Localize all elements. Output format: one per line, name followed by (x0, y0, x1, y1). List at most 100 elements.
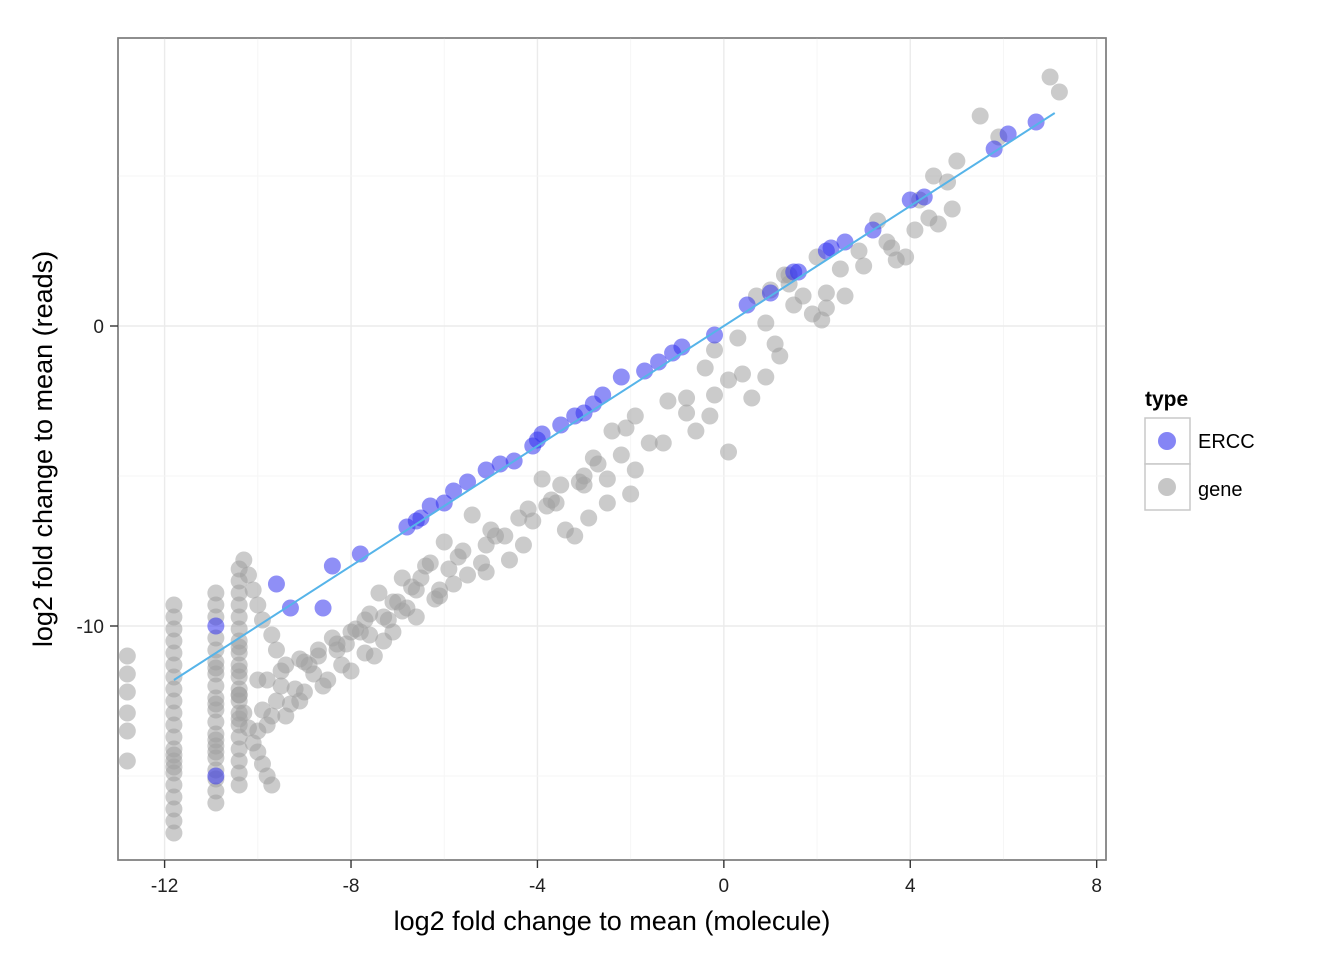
ercc-point (323, 557, 341, 575)
gene-point (757, 314, 775, 332)
gene-point (431, 587, 449, 605)
legend-marker-ercc (1158, 432, 1176, 450)
x-tick-label: -8 (343, 876, 360, 897)
gene-point (267, 692, 285, 710)
gene-point (267, 641, 285, 659)
gene-point (407, 608, 425, 626)
gene-point (323, 629, 341, 647)
gene-point (370, 584, 388, 602)
x-axis-title: log2 fold change to mean (molecule) (394, 906, 831, 936)
gene-point (230, 572, 248, 590)
gene-point (249, 596, 267, 614)
gene-point (701, 407, 719, 425)
gene-point (435, 533, 453, 551)
ercc-point (281, 599, 299, 617)
gene-point (817, 299, 835, 317)
gene-point (165, 620, 183, 638)
gene-point (542, 491, 560, 509)
gene-point (575, 476, 593, 494)
gene-point (463, 506, 481, 524)
gene-point (207, 695, 225, 713)
gene-point (263, 626, 281, 644)
gene-point (207, 596, 225, 614)
gene-point (421, 554, 439, 572)
gene-point (943, 200, 961, 218)
gene-point (272, 677, 290, 695)
gene-point (733, 365, 751, 383)
gene-point (230, 638, 248, 656)
gene-point (207, 782, 225, 800)
gene-point (384, 623, 402, 641)
gene-point (118, 704, 136, 722)
legend-marker-gene (1158, 478, 1176, 496)
gene-point (263, 776, 281, 794)
ercc-point (459, 473, 477, 491)
gene-point (696, 359, 714, 377)
gene-point (524, 512, 542, 530)
gene-point (291, 650, 309, 668)
gene-point (207, 629, 225, 647)
gene-point (598, 494, 616, 512)
gene-point (277, 656, 295, 674)
x-tick-label: 0 (719, 876, 730, 897)
ercc-point (612, 368, 630, 386)
gene-point (803, 305, 821, 323)
x-tick-label: 8 (1091, 876, 1102, 897)
gene-point (971, 107, 989, 125)
gene-point (533, 470, 551, 488)
gene-point (440, 560, 458, 578)
ercc-point (445, 482, 463, 500)
gene-point (295, 683, 313, 701)
ercc-point (421, 497, 439, 515)
gene-point (445, 575, 463, 593)
gene-point (598, 470, 616, 488)
gene-point (375, 608, 393, 626)
gene-point (384, 593, 402, 611)
gene-point (622, 485, 640, 503)
fit-line (173, 112, 1056, 681)
gene-point (659, 392, 677, 410)
gene-point (165, 596, 183, 614)
gene-point (118, 752, 136, 770)
gene-point (925, 167, 943, 185)
y-tick-label: -10 (77, 617, 104, 638)
gene-point (836, 287, 854, 305)
gene-point (720, 443, 738, 461)
gene-point (230, 620, 248, 638)
gene-point (230, 596, 248, 614)
gene-point (253, 611, 271, 629)
gene-point (617, 419, 635, 437)
gene-point (230, 686, 248, 704)
gene-point (584, 449, 602, 467)
gene-point (207, 584, 225, 602)
gene-point (612, 446, 630, 464)
gene-point (207, 641, 225, 659)
y-axis-title: log2 fold change to mean (reads) (28, 251, 58, 647)
gene-point (855, 257, 873, 275)
gene-point (757, 368, 775, 386)
gene-point (207, 677, 225, 695)
gene-point (309, 641, 327, 659)
gene-point (165, 716, 183, 734)
gene-point (165, 800, 183, 818)
ercc-point (207, 617, 225, 635)
legend-label-gene: gene (1198, 479, 1243, 501)
gene-point (356, 611, 374, 629)
ercc-point (1027, 113, 1045, 131)
gene-point (720, 371, 738, 389)
ercc-point (207, 767, 225, 785)
gene-point (165, 668, 183, 686)
gene-point (165, 644, 183, 662)
gene-point (165, 692, 183, 710)
gene-point (230, 608, 248, 626)
y-tick-label: 0 (93, 317, 104, 338)
gene-point (281, 695, 299, 713)
gene-point (230, 740, 248, 758)
gene-point (603, 422, 621, 440)
gene-point (207, 659, 225, 677)
ercc-point (435, 494, 453, 512)
ercc-point (398, 518, 416, 536)
ercc-point (985, 140, 1003, 158)
gene-point (244, 581, 262, 599)
